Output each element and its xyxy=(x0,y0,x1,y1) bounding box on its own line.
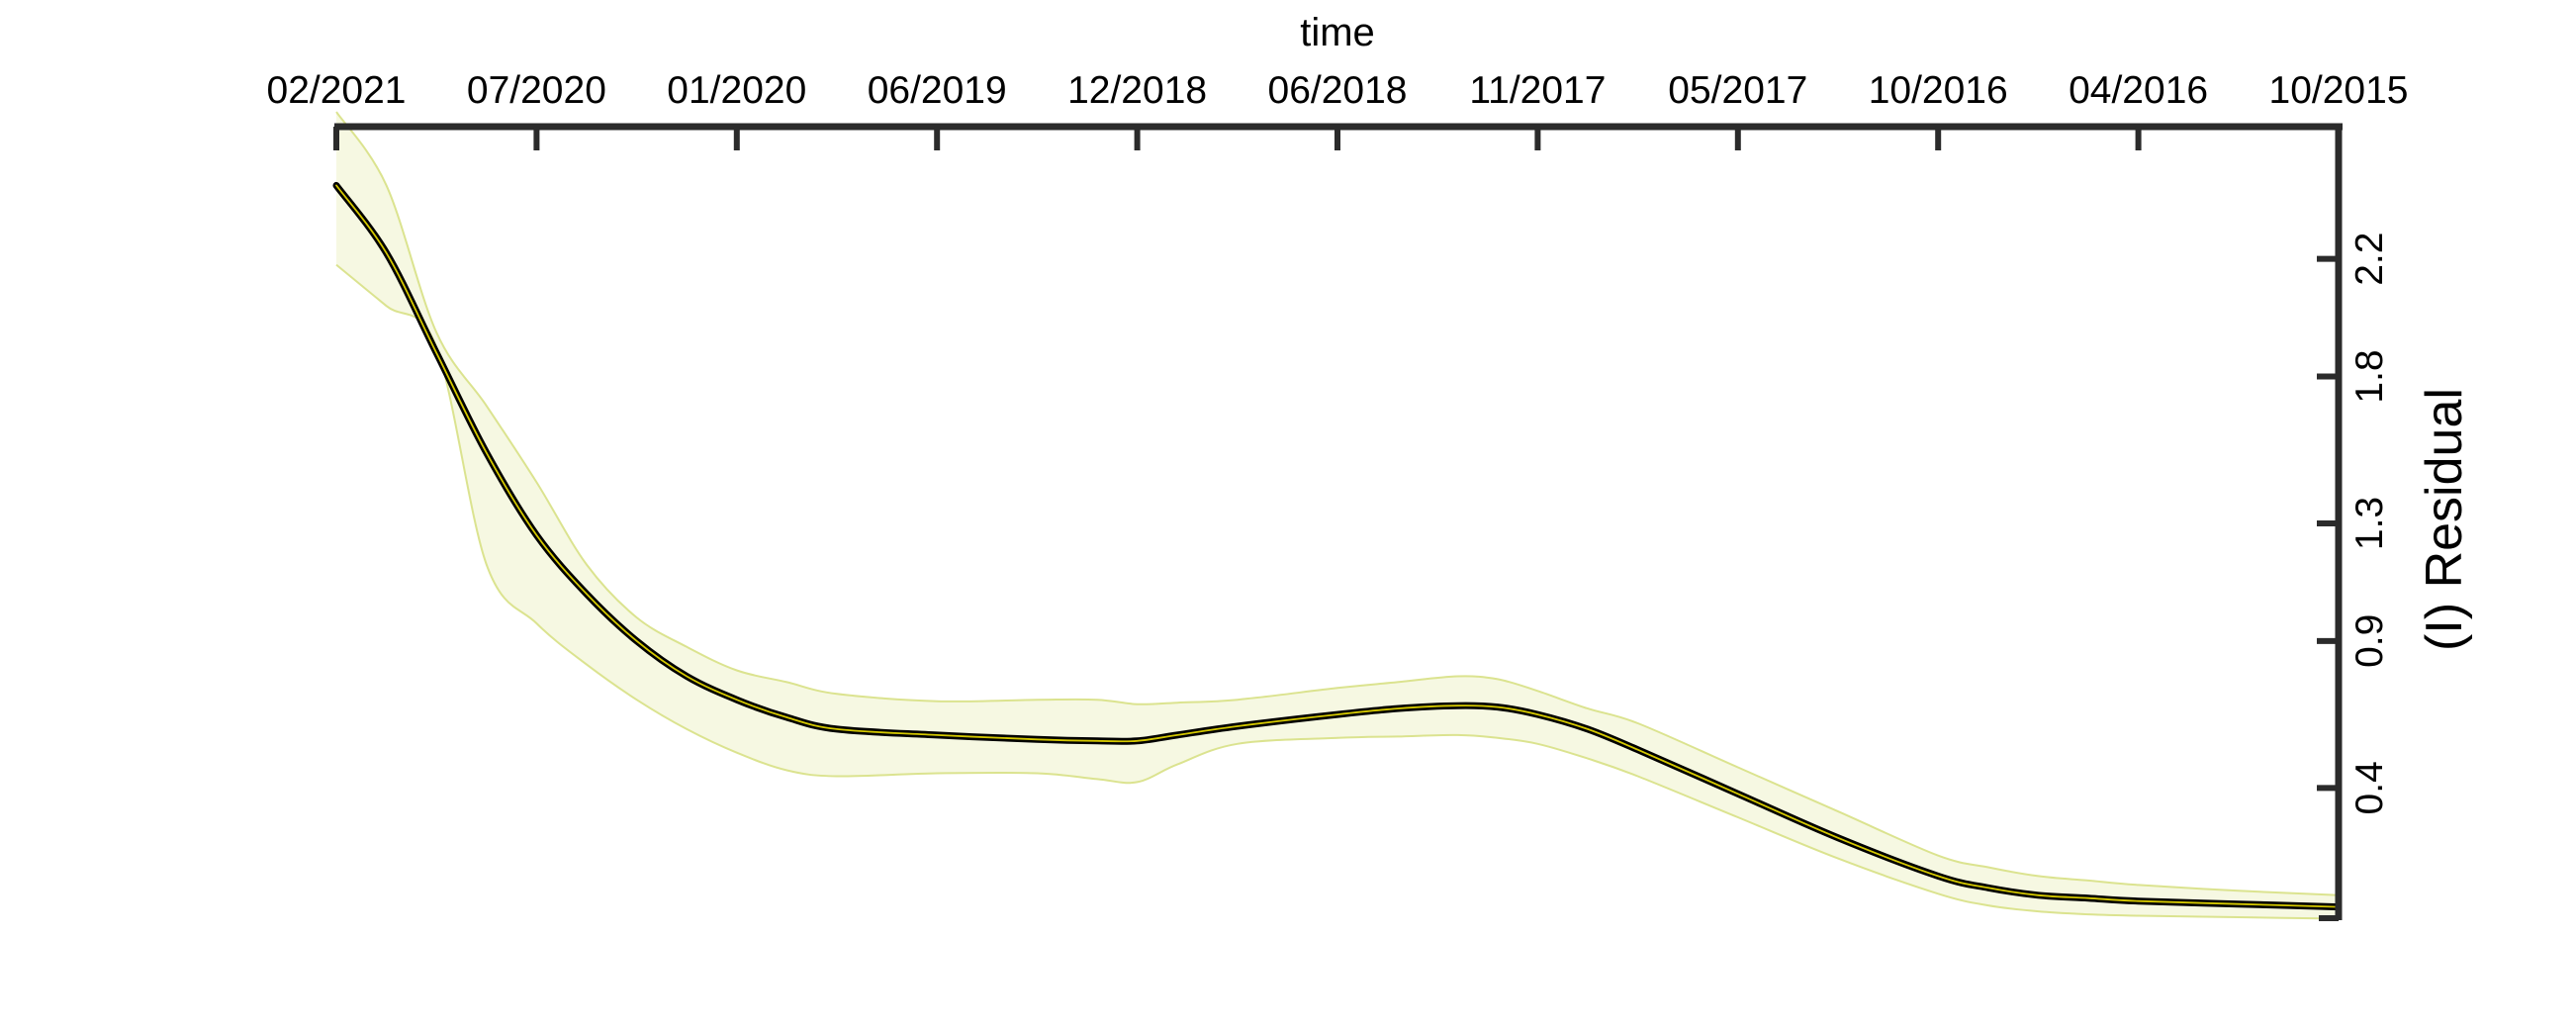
x-tick-label: 12/2018 xyxy=(1067,69,1207,112)
x-tick-label: 11/2017 xyxy=(1469,69,1606,112)
confidence-band-group xyxy=(335,111,2340,920)
y-tick-label: 0.9 xyxy=(2348,614,2391,668)
y-ticks: 2.2 1.8 1.3 0.9 0.4 xyxy=(2317,233,2391,921)
confidence-band-upper-edge xyxy=(335,111,2340,896)
y-tick-label: 2.2 xyxy=(2348,233,2391,286)
x-tick-label: 10/2016 xyxy=(1869,69,2008,112)
series-line-group xyxy=(332,181,2343,911)
x-tick-label: 10/2015 xyxy=(2269,69,2409,112)
axes: 02/2021 07/2020 01/2020 06/2019 12/2018 06/20… xyxy=(267,69,2409,921)
residual-line xyxy=(332,181,2343,911)
x-tick-label: 07/2020 xyxy=(467,69,606,112)
y-tick-label: 1.3 xyxy=(2348,497,2391,550)
x-tick-label: 06/2018 xyxy=(1268,69,1408,112)
confidence-band xyxy=(336,112,2339,919)
y-tick-label: 1.8 xyxy=(2348,349,2391,403)
x-tick-label: 02/2021 xyxy=(267,69,407,112)
x-tick-label: 04/2016 xyxy=(2069,69,2208,112)
y-axis-title: (I) Residual xyxy=(2416,388,2473,651)
x-tick-label: 05/2017 xyxy=(1668,69,1807,112)
x-tick-label: 06/2019 xyxy=(868,69,1007,112)
x-axis-title: time xyxy=(1300,11,1375,54)
confidence-band-lower-edge xyxy=(335,263,2340,920)
x-tick-label: 01/2020 xyxy=(667,69,806,112)
y-tick-label: 0.4 xyxy=(2348,761,2391,814)
x-ticks: 02/2021 07/2020 01/2020 06/2019 12/2018 06/20… xyxy=(267,69,2409,150)
residual-line-highlight xyxy=(335,184,2340,908)
